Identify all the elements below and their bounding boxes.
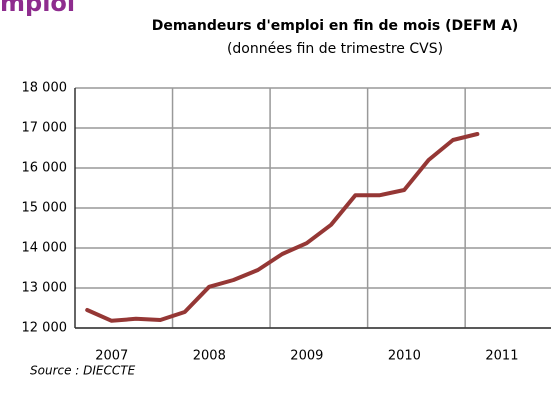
page-heading: mploi [0, 0, 75, 17]
y-tick-label: 15 000 [22, 201, 68, 216]
y-tick-label: 16 000 [22, 161, 68, 176]
y-tick-label: 12 000 [22, 321, 68, 336]
chart-title: Demandeurs d'emploi en fin de mois (DEFM… [152, 18, 519, 34]
y-tick-label: 18 000 [22, 81, 68, 96]
y-tick-label: 14 000 [22, 241, 68, 256]
x-tick-label: 2008 [193, 349, 226, 364]
x-tick-label: 2010 [388, 349, 421, 364]
x-tick-label: 2011 [485, 349, 518, 364]
y-tick-label: 17 000 [22, 121, 68, 136]
y-tick-label: 13 000 [22, 281, 68, 296]
chart-subtitle: (données fin de trimestre CVS) [227, 41, 443, 57]
data-line [85, 132, 480, 323]
source-note: Source : DIECCTE [30, 364, 136, 378]
x-tick-label: 2007 [95, 349, 128, 364]
x-tick-label: 2009 [290, 349, 323, 364]
